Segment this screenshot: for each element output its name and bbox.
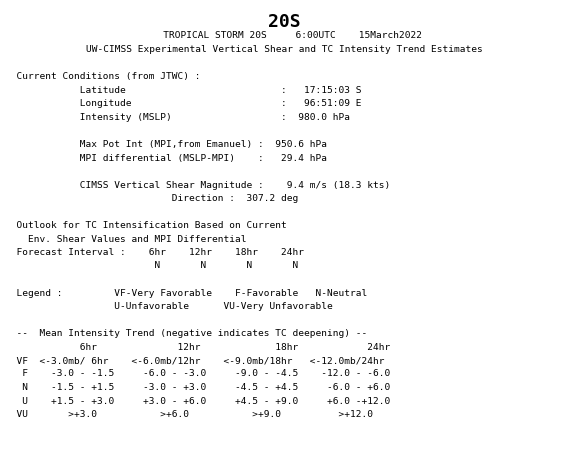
Text: U-Unfavorable      VU-Very Unfavorable: U-Unfavorable VU-Very Unfavorable [5,302,333,311]
Text: U    +1.5 - +3.0     +3.0 - +6.0     +4.5 - +9.0     +6.0 -+12.0: U +1.5 - +3.0 +3.0 - +6.0 +4.5 - +9.0 +6… [5,396,390,405]
Text: Current Conditions (from JTWC) :: Current Conditions (from JTWC) : [5,72,201,82]
Text: Longitude                          :   96:51:09 E: Longitude : 96:51:09 E [5,100,361,109]
Text: Latitude                           :   17:15:03 S: Latitude : 17:15:03 S [5,86,361,95]
Text: VU       >+3.0           >+6.0           >+9.0          >+12.0: VU >+3.0 >+6.0 >+9.0 >+12.0 [5,410,373,419]
Text: 6hr              12hr             18hr            24hr: 6hr 12hr 18hr 24hr [5,343,390,352]
Text: Legend :         VF-Very Favorable    F-Favorable   N-Neutral: Legend : VF-Very Favorable F-Favorable N… [5,289,367,298]
Text: VF  <-3.0mb/ 6hr    <-6.0mb/12hr    <-9.0mb/18hr   <-12.0mb/24hr: VF <-3.0mb/ 6hr <-6.0mb/12hr <-9.0mb/18h… [5,356,385,365]
Text: Outlook for TC Intensification Based on Current: Outlook for TC Intensification Based on … [5,221,287,230]
Text: TROPICAL STORM 20S     6:00UTC    15March2022: TROPICAL STORM 20S 6:00UTC 15March2022 [146,31,422,40]
Text: CIMSS Vertical Shear Magnitude :    9.4 m/s (18.3 kts): CIMSS Vertical Shear Magnitude : 9.4 m/s… [5,180,390,189]
Text: F    -3.0 - -1.5     -6.0 - -3.0     -9.0 - -4.5    -12.0 - -6.0: F -3.0 - -1.5 -6.0 - -3.0 -9.0 - -4.5 -1… [5,370,390,379]
Text: MPI differential (MSLP-MPI)    :   29.4 hPa: MPI differential (MSLP-MPI) : 29.4 hPa [5,154,327,163]
Text: Direction :  307.2 deg: Direction : 307.2 deg [5,194,298,203]
Text: 20S: 20S [268,13,300,31]
Text: N       N       N       N: N N N N [5,261,298,270]
Text: Intensity (MSLP)                   :  980.0 hPa: Intensity (MSLP) : 980.0 hPa [5,113,350,122]
Text: --  Mean Intensity Trend (negative indicates TC deepening) --: -- Mean Intensity Trend (negative indica… [5,329,367,338]
Text: N    -1.5 - +1.5     -3.0 - +3.0     -4.5 - +4.5     -6.0 - +6.0: N -1.5 - +1.5 -3.0 - +3.0 -4.5 - +4.5 -6… [5,383,390,392]
Text: Forecast Interval :    6hr    12hr    18hr    24hr: Forecast Interval : 6hr 12hr 18hr 24hr [5,248,304,257]
Text: UW-CIMSS Experimental Vertical Shear and TC Intensity Trend Estimates: UW-CIMSS Experimental Vertical Shear and… [86,45,482,54]
Text: Max Pot Int (MPI,from Emanuel) :  950.6 hPa: Max Pot Int (MPI,from Emanuel) : 950.6 h… [5,140,327,149]
Text: Env. Shear Values and MPI Differential: Env. Shear Values and MPI Differential [5,234,247,243]
